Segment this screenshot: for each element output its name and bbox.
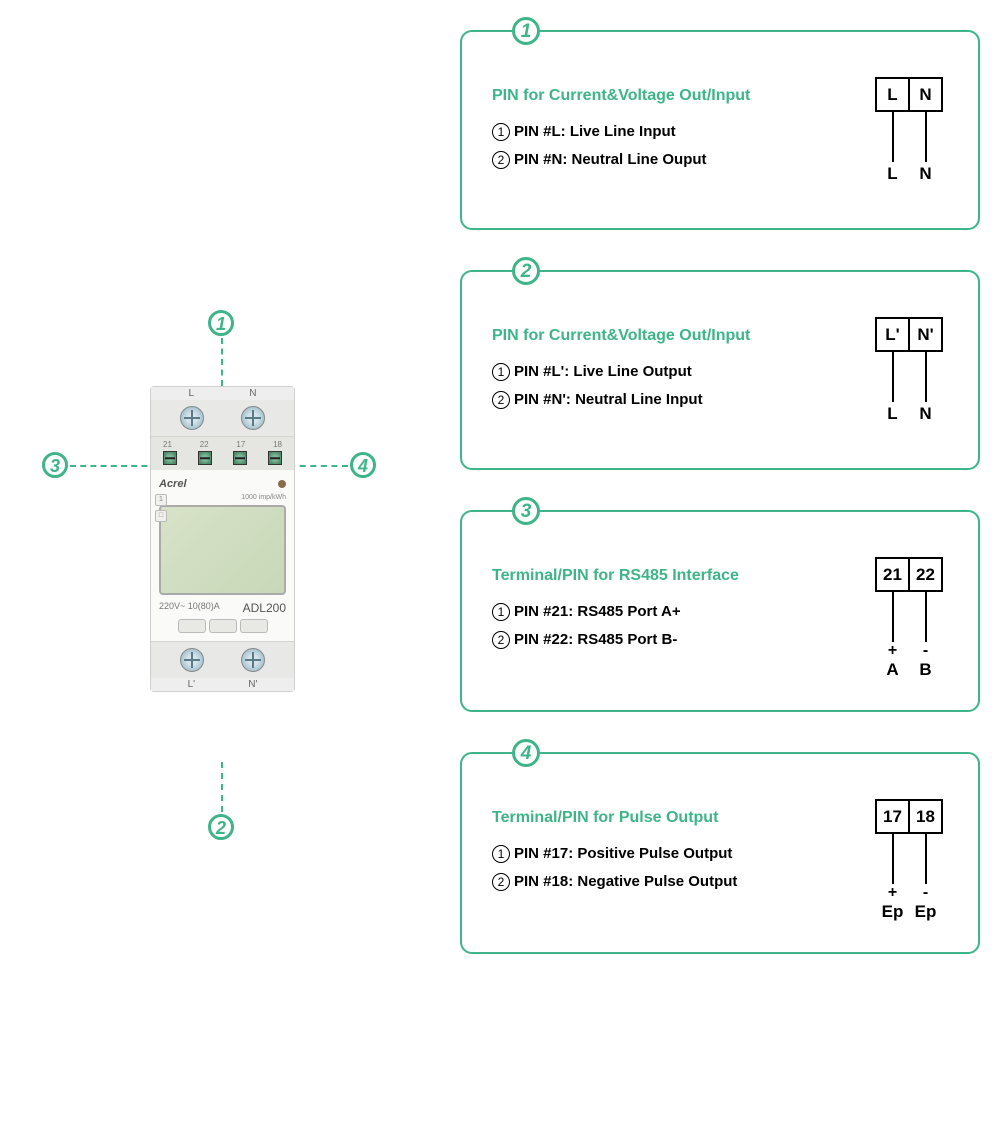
device-wrap: L N 21 22 17 18	[150, 386, 295, 692]
bot-term-n: N'	[248, 679, 257, 690]
device-panel: 1 2 3 4 L N 21	[0, 0, 460, 1137]
wire-label: L	[887, 404, 897, 424]
card-1-line-2: 2PIN #N: Neutral Line Ouput	[492, 151, 875, 169]
mid-term-17: 17	[236, 440, 245, 449]
mini-screw-icon	[163, 451, 177, 465]
wire-sign: +	[888, 644, 897, 658]
pin-diagram-2: L' N' L N	[875, 317, 943, 424]
top-term-l: L	[189, 388, 195, 399]
mid-term-22: 22	[200, 440, 209, 449]
card-4-title: Terminal/PIN for Pulse Output	[492, 809, 875, 827]
spec-label: 220V~ 10(80)A	[159, 601, 220, 615]
wire-label: A	[886, 660, 898, 680]
pin-box: 18	[908, 799, 943, 834]
cards-panel: 1 PIN for Current&Voltage Out/Input 1PIN…	[460, 0, 1000, 1137]
card-2: 2 PIN for Current&Voltage Out/Input 1PIN…	[460, 270, 980, 470]
bottom-terminal-block	[151, 641, 294, 678]
wire-label: N	[919, 164, 931, 184]
callout-2: 2	[208, 814, 234, 840]
wire-label: L	[887, 164, 897, 184]
wire-sign: +	[888, 886, 897, 900]
pin-diagram-4: 17 18 + Ep - Ep	[875, 799, 943, 922]
pin-box: N'	[908, 317, 943, 352]
card-3-title: Terminal/PIN for RS485 Interface	[492, 567, 875, 585]
wire-label: Ep	[915, 902, 937, 922]
mini-screw-icon	[233, 451, 247, 465]
card-badge-4: 4	[512, 739, 540, 767]
wire-label: B	[919, 660, 931, 680]
mini-screw-icon	[198, 451, 212, 465]
callout-3: 3	[42, 452, 68, 478]
wire-label: Ep	[882, 902, 904, 922]
device-button-icon	[209, 619, 237, 633]
card-badge-2: 2	[512, 257, 540, 285]
top-terminal-labels: L N	[151, 387, 294, 400]
device: L N 21 22 17 18	[150, 386, 295, 692]
device-button-icon	[240, 619, 268, 633]
model-label: ADL200	[243, 601, 286, 615]
card-2-line-1: 1PIN #L': Live Line Output	[492, 363, 875, 381]
callout-2-line	[221, 762, 223, 812]
card-4-line-1: 1PIN #17: Positive Pulse Output	[492, 845, 875, 863]
pin-diagram-1: L N L N	[875, 77, 943, 184]
callout-1: 1	[208, 310, 234, 336]
card-3-line-1: 1PIN #21: RS485 Port A+	[492, 603, 875, 621]
main-container: 1 2 3 4 L N 21	[0, 0, 1000, 1137]
side-button-icon: 1	[155, 494, 167, 506]
lcd-screen	[159, 505, 286, 595]
card-2-line-2: 2PIN #N': Neutral Line Input	[492, 391, 875, 409]
pin-box: N	[908, 77, 943, 112]
card-badge-3: 3	[512, 497, 540, 525]
mid-term-18: 18	[273, 440, 282, 449]
screw-icon	[180, 406, 204, 430]
device-buttons	[159, 619, 286, 633]
wire-sign: -	[923, 886, 928, 900]
imp-label: 1000 imp/kWh	[159, 494, 286, 501]
card-4: 4 Terminal/PIN for Pulse Output 1PIN #17…	[460, 752, 980, 954]
mini-screw-icon	[268, 451, 282, 465]
bot-term-l: L'	[188, 679, 195, 690]
callout-1-line	[221, 338, 223, 386]
card-4-line-2: 2PIN #18: Negative Pulse Output	[492, 873, 875, 891]
wire-sign: -	[923, 644, 928, 658]
pin-box: 21	[875, 557, 910, 592]
device-button-icon	[178, 619, 206, 633]
screw-icon	[241, 406, 265, 430]
top-term-n: N	[249, 388, 256, 399]
led-icon	[278, 480, 286, 488]
pin-diagram-3: 21 22 + A - B	[875, 557, 943, 680]
card-2-title: PIN for Current&Voltage Out/Input	[492, 327, 875, 345]
mid-term-21: 21	[163, 440, 172, 449]
callout-4: 4	[350, 452, 376, 478]
brand-label: Acrel	[159, 478, 187, 490]
card-1-title: PIN for Current&Voltage Out/Input	[492, 87, 875, 105]
pin-box: 22	[908, 557, 943, 592]
pin-box: L'	[875, 317, 910, 352]
card-badge-1: 1	[512, 17, 540, 45]
top-terminal-block	[151, 400, 294, 437]
wire-label: N	[919, 404, 931, 424]
pin-box: L	[875, 77, 910, 112]
card-3: 3 Terminal/PIN for RS485 Interface 1PIN …	[460, 510, 980, 712]
side-button-icon: □	[155, 510, 167, 522]
card-1-line-1: 1PIN #L: Live Line Input	[492, 123, 875, 141]
pin-box: 17	[875, 799, 910, 834]
card-1: 1 PIN for Current&Voltage Out/Input 1PIN…	[460, 30, 980, 230]
mid-terminal-strip: 21 22 17 18	[151, 437, 294, 470]
bottom-terminal-labels: L' N'	[151, 678, 294, 691]
screw-icon	[241, 648, 265, 672]
device-body: 1 □ Acrel 1000 imp/kWh 220V~ 10(80)A ADL…	[151, 470, 294, 641]
screw-icon	[180, 648, 204, 672]
card-3-line-2: 2PIN #22: RS485 Port B-	[492, 631, 875, 649]
